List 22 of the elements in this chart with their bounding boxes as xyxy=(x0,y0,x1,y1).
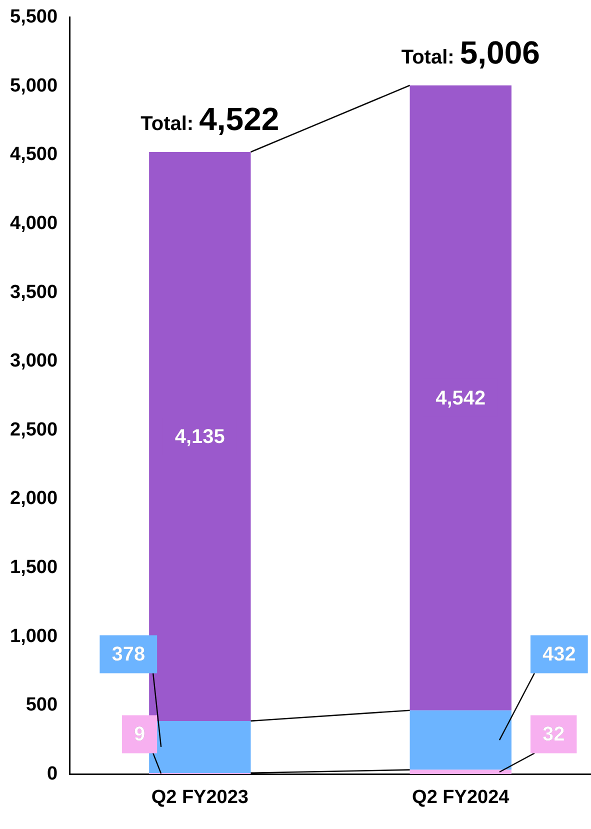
y-tick-label: 2,500 xyxy=(10,419,58,440)
y-tick-label: 1,500 xyxy=(10,557,58,578)
data-label: 9 xyxy=(134,724,146,746)
y-tick-label: 4,000 xyxy=(10,213,58,234)
y-tick-label: 5,500 xyxy=(10,6,58,28)
data-label: 4,542 xyxy=(436,387,486,410)
y-tick-label: 3,000 xyxy=(10,350,58,372)
y-tick-label: 5,000 xyxy=(10,75,58,96)
x-tick-label: Q2 FY2023 xyxy=(151,786,248,808)
data-label: 432 xyxy=(542,644,576,666)
y-tick-label: 3,500 xyxy=(10,282,58,303)
x-tick-label: Q2 FY2024 xyxy=(412,786,510,808)
data-label: 32 xyxy=(542,724,565,746)
y-tick-label: 0 xyxy=(46,763,58,784)
total-label: Total: 5,006 xyxy=(401,34,540,70)
total-label: Total: 4,522 xyxy=(140,100,280,137)
data-label: 378 xyxy=(112,644,146,666)
y-tick-label: 4,500 xyxy=(10,144,58,166)
data-label: 4,135 xyxy=(174,426,225,448)
y-tick-label: 500 xyxy=(26,694,58,716)
y-tick-label: 1,000 xyxy=(10,626,58,647)
y-tick-label: 2,000 xyxy=(10,488,58,510)
